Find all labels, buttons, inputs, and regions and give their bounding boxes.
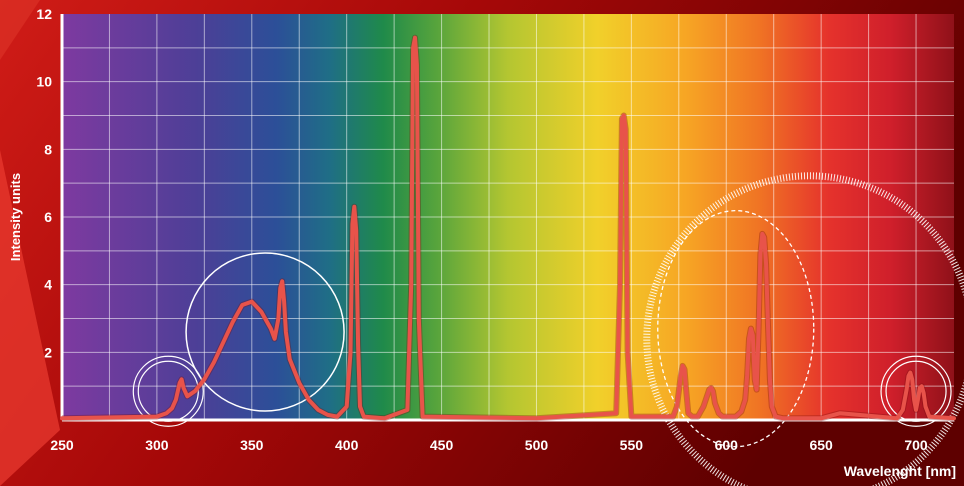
x-tick-label: 500 xyxy=(525,437,549,453)
frame-highlight-2 xyxy=(0,0,40,60)
grid xyxy=(62,14,954,420)
y-tick-label: 6 xyxy=(44,209,52,225)
x-tick-label: 650 xyxy=(809,437,833,453)
series-line xyxy=(60,35,956,421)
highlight-dashed-ellipse xyxy=(657,209,815,448)
y-tick-label: 4 xyxy=(44,277,52,293)
x-tick-label: 550 xyxy=(620,437,644,453)
y-tick-label: 12 xyxy=(36,6,52,22)
x-tick-label: 450 xyxy=(430,437,454,453)
x-tick-label: 700 xyxy=(904,437,928,453)
y-tick-label: 10 xyxy=(36,74,52,90)
highlight-circle-inner xyxy=(885,360,947,422)
x-tick-label: 350 xyxy=(240,437,264,453)
x-tick-label: 400 xyxy=(335,437,359,453)
frame-highlight xyxy=(0,150,60,486)
highlight-circle-outer xyxy=(132,355,204,427)
y-axis-label: Intensity units xyxy=(8,173,23,261)
series-layer xyxy=(60,34,956,422)
y-tick-label: 8 xyxy=(44,141,52,157)
x-tick-label: 600 xyxy=(715,437,739,453)
highlight-circle-outer xyxy=(880,355,952,427)
highlight-circle-inner xyxy=(137,360,199,422)
highlights xyxy=(132,172,964,486)
y-tick-label: 2 xyxy=(44,344,52,360)
tick-labels: 250 300 350 400 450 500 550 600 650 700 2 4 6 8 10 12 xyxy=(36,6,928,453)
x-tick-label: 300 xyxy=(145,437,169,453)
x-axis-label: Wavelenght [nm] xyxy=(844,463,956,479)
x-tick-label: 250 xyxy=(50,437,74,453)
highlight-circle xyxy=(185,252,345,412)
